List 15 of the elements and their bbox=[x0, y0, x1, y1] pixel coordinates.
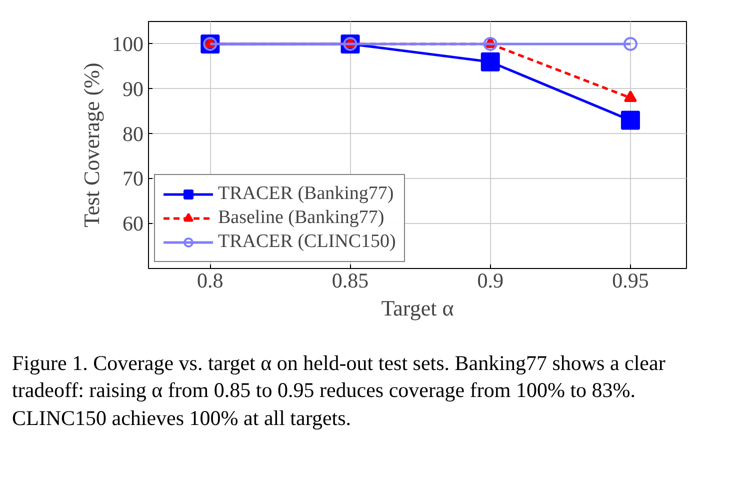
legend-label: TRACER (Banking77) bbox=[218, 183, 394, 205]
y-tick-label: 100 bbox=[112, 32, 144, 56]
x-tick-label: 0.8 bbox=[197, 268, 224, 292]
legend-label: TRACER (CLINC150) bbox=[218, 231, 396, 253]
y-axis-title: Test Coverage (%) bbox=[79, 62, 104, 228]
x-tick-label: 0.85 bbox=[332, 268, 369, 292]
y-tick-label: 90 bbox=[122, 76, 144, 101]
y-tick-label: 70 bbox=[122, 166, 144, 191]
x-tick-label: 0.95 bbox=[612, 268, 649, 292]
x-tick-label: 0.9 bbox=[477, 268, 504, 292]
caption: Figure 1. Coverage vs. target α on held-out test sets. Banking77 shows a clear tradeoff: raising α from 0.85 to 0.95 reduces coverage from 100% to 83%. CLINC150 achieves 100% at all targets. bbox=[12, 350, 666, 432]
x-axis-title: Target α bbox=[381, 296, 454, 320]
legend-label: Baseline (Banking77) bbox=[218, 207, 384, 229]
y-tick-label: 80 bbox=[122, 122, 144, 146]
y-tick-label: 60 bbox=[122, 212, 144, 236]
